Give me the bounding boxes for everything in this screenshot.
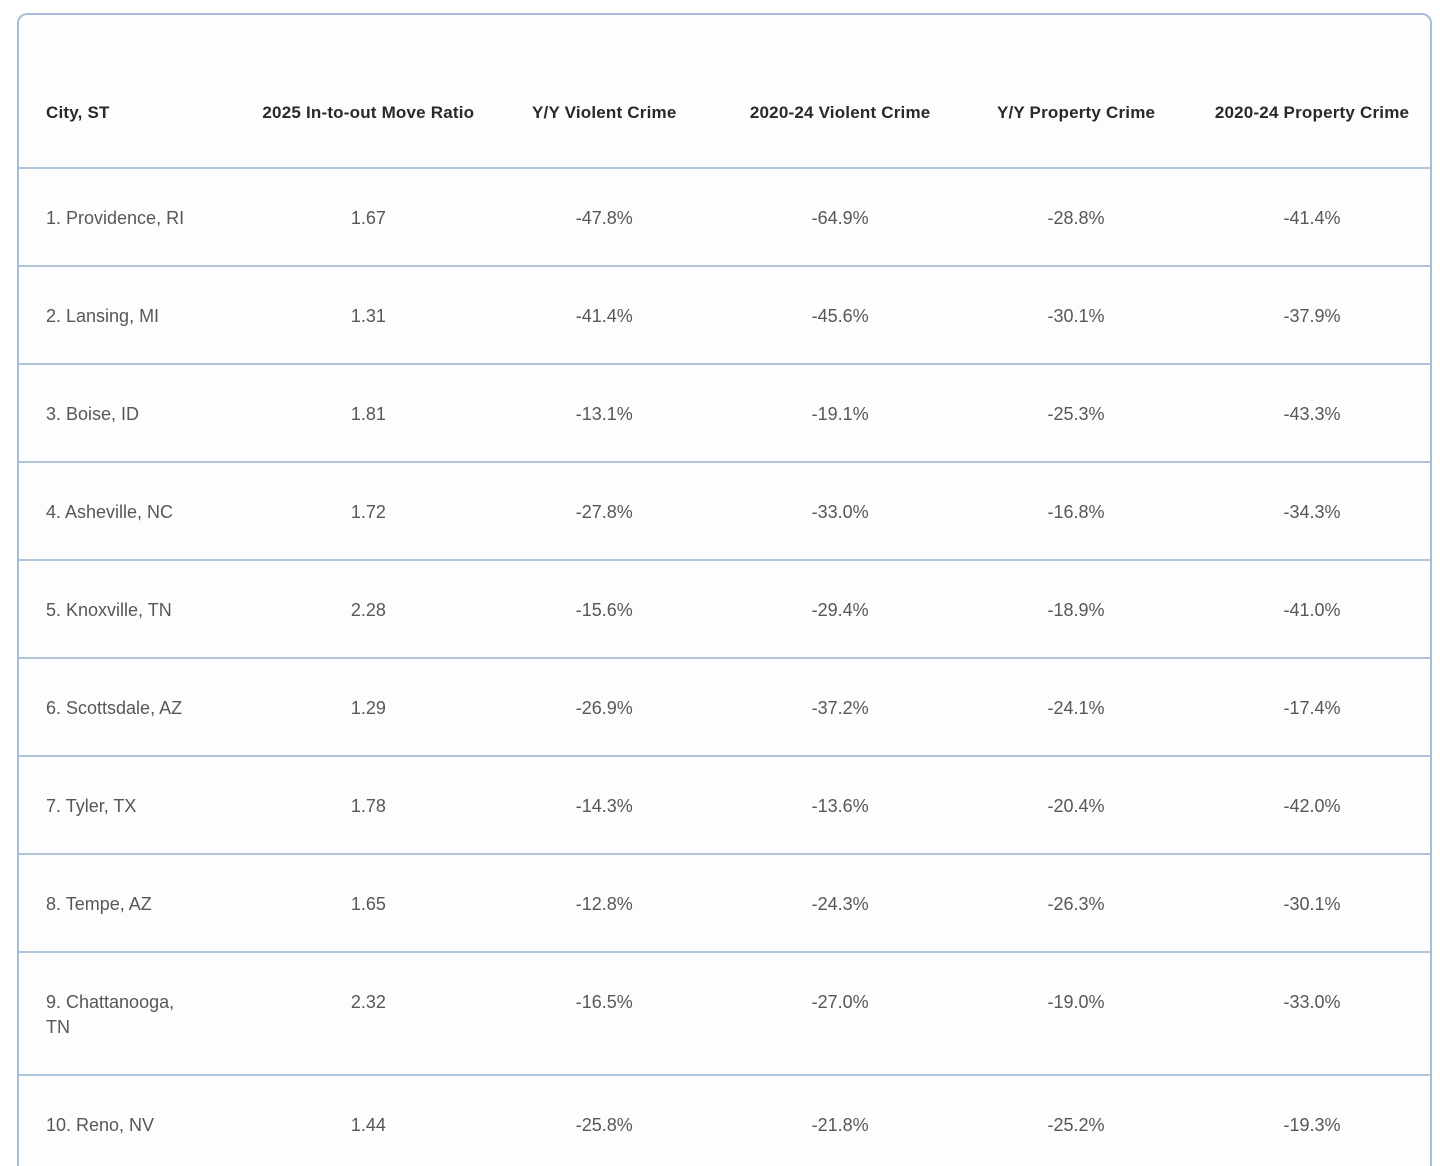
column-header-property_2020_24: 2020-24 Property Crime [1214, 103, 1410, 122]
cell-yy_violent: -47.8% [486, 167, 723, 266]
cell-yy_property: -19.0% [958, 951, 1195, 1075]
cell-violent_2020_24: -33.0% [722, 461, 959, 560]
cell-city: 1. Providence, RI [19, 167, 251, 266]
cell-yy_property: -24.1% [958, 657, 1195, 756]
cell-yy_property: -30.1% [958, 265, 1195, 364]
table-row: 1. Providence, RI 1.67 -47.8% -64.9% -28.8% -… [19, 167, 1430, 266]
cell-yy_property: -25.2% [958, 1074, 1195, 1166]
cell-yy_property: -16.8% [958, 461, 1195, 560]
column-header-move_ratio: 2025 In-to-out Move Ratio [262, 103, 475, 122]
cell-violent_2020_24: -13.6% [722, 755, 959, 854]
cell-move_ratio: 1.44 [250, 1074, 487, 1166]
cell-move_ratio: 1.81 [250, 363, 487, 462]
cell-property_2020_24: -41.4% [1194, 167, 1430, 266]
cell-property_2020_24: -33.0% [1194, 951, 1430, 1075]
table-row: 4. Asheville, NC 1.72 -27.8% -33.0% -16.8% -3… [19, 461, 1430, 560]
column-header-city: City, ST [46, 103, 110, 122]
table-row: 8. Tempe, AZ 1.65 -12.8% -24.3% -26.3% -30.1% [19, 853, 1430, 952]
cell-move_ratio: 1.78 [250, 755, 487, 854]
cell-city: 9. Chattanooga, TN [19, 951, 251, 1075]
table-row: 3. Boise, ID 1.81 -13.1% -19.1% -25.3% -43.3% [19, 363, 1430, 462]
cell-city: 7. Tyler, TX [19, 755, 251, 854]
cell-property_2020_24: -34.3% [1194, 461, 1430, 560]
cell-city: 4. Asheville, NC [19, 461, 251, 560]
cell-yy_violent: -26.9% [486, 657, 723, 756]
cell-yy_violent: -27.8% [486, 461, 723, 560]
cell-city: 3. Boise, ID [19, 363, 251, 462]
cell-property_2020_24: -17.4% [1194, 657, 1430, 756]
column-header-yy_violent: Y/Y Violent Crime [532, 103, 677, 122]
cell-yy_property: -28.8% [958, 167, 1195, 266]
cell-yy_violent: -14.3% [486, 755, 723, 854]
cell-move_ratio: 1.65 [250, 853, 487, 952]
cell-move_ratio: 2.32 [250, 951, 487, 1075]
cell-violent_2020_24: -45.6% [722, 265, 959, 364]
column-header-yy_property: Y/Y Property Crime [996, 103, 1156, 122]
cell-yy_property: -25.3% [958, 363, 1195, 462]
cell-violent_2020_24: -21.8% [722, 1074, 959, 1166]
table-row: 5. Knoxville, TN 2.28 -15.6% -29.4% -18.9% -4… [19, 559, 1430, 658]
cell-move_ratio: 1.67 [250, 167, 487, 266]
cell-violent_2020_24: -24.3% [722, 853, 959, 952]
cell-city: 8. Tempe, AZ [19, 853, 251, 952]
cell-violent_2020_24: -29.4% [722, 559, 959, 658]
table-row: 10. Reno, NV 1.44 -25.8% -21.8% -25.2% -19.3% [19, 1074, 1430, 1166]
table-row: 2. Lansing, MI 1.31 -41.4% -45.6% -30.1% -37.… [19, 265, 1430, 364]
cell-property_2020_24: -37.9% [1194, 265, 1430, 364]
cell-yy_property: -20.4% [958, 755, 1195, 854]
cell-yy_violent: -13.1% [486, 363, 723, 462]
cell-move_ratio: 2.28 [250, 559, 487, 658]
table-header: City, ST 2025 In-to-out Move Ratio Y/Y Vio… [19, 15, 1430, 168]
cell-property_2020_24: -19.3% [1194, 1074, 1430, 1166]
table-row: 9. Chattanooga, TN 2.32 -16.5% -27.0% -19.0%… [19, 951, 1430, 1075]
cell-property_2020_24: -41.0% [1194, 559, 1430, 658]
city-crime-stats-table-card: City, ST 2025 In-to-out Move Ratio Y/Y Vio… [17, 13, 1432, 1166]
cell-yy_violent: -41.4% [486, 265, 723, 364]
cell-city: 10. Reno, NV [19, 1074, 251, 1166]
cell-move_ratio: 1.29 [250, 657, 487, 756]
city-crime-stats-table: City, ST 2025 In-to-out Move Ratio Y/Y Vio… [19, 15, 1430, 1166]
cell-violent_2020_24: -27.0% [722, 951, 959, 1075]
cell-move_ratio: 1.31 [250, 265, 487, 364]
cell-move_ratio: 1.72 [250, 461, 487, 560]
cell-violent_2020_24: -64.9% [722, 167, 959, 266]
cell-city: 6. Scottsdale, AZ [19, 657, 251, 756]
table-body: 1. Providence, RI 1.67 -47.8% -64.9% -28.8% -… [19, 167, 1430, 1166]
cell-violent_2020_24: -19.1% [722, 363, 959, 462]
table-row: 7. Tyler, TX 1.78 -14.3% -13.6% -20.4% -42.0% [19, 755, 1430, 854]
cell-yy_violent: -25.8% [486, 1074, 723, 1166]
cell-yy_violent: -15.6% [486, 559, 723, 658]
cell-yy_property: -18.9% [958, 559, 1195, 658]
column-header-violent_2020_24: 2020-24 Violent Crime [749, 103, 931, 122]
cell-property_2020_24: -42.0% [1194, 755, 1430, 854]
cell-city: 5. Knoxville, TN [19, 559, 251, 658]
table-row: 6. Scottsdale, AZ 1.29 -26.9% -37.2% -24.1% -… [19, 657, 1430, 756]
cell-property_2020_24: -30.1% [1194, 853, 1430, 952]
cell-yy_violent: -12.8% [486, 853, 723, 952]
cell-yy_violent: -16.5% [486, 951, 723, 1075]
cell-yy_property: -26.3% [958, 853, 1195, 952]
cell-property_2020_24: -43.3% [1194, 363, 1430, 462]
cell-violent_2020_24: -37.2% [722, 657, 959, 756]
cell-city: 2. Lansing, MI [19, 265, 251, 364]
table-header-row: City, ST 2025 In-to-out Move Ratio Y/Y Vio… [19, 15, 1430, 168]
